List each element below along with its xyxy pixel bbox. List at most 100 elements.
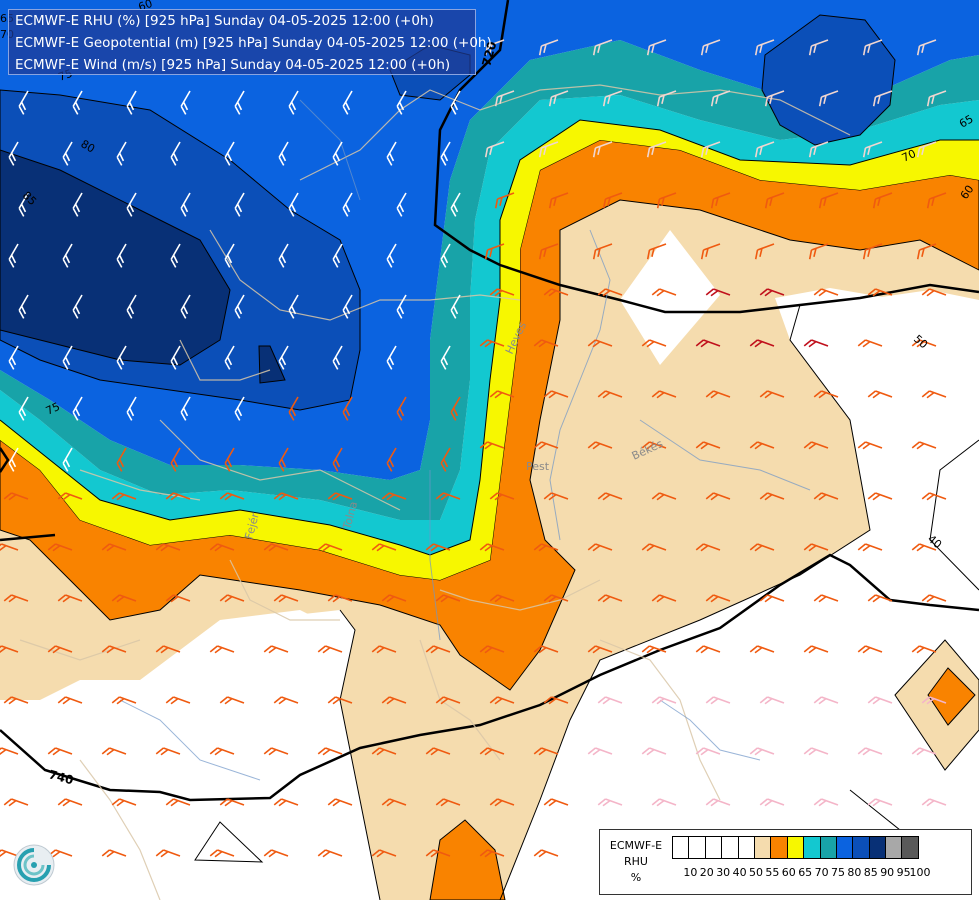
wind-barb-icon bbox=[754, 39, 775, 56]
wind-barb-icon bbox=[386, 345, 397, 370]
wind-barb-icon bbox=[62, 447, 73, 472]
wind-barbs bbox=[0, 39, 947, 858]
legend-title-model: ECMWF-E bbox=[609, 839, 663, 852]
wind-barb-icon bbox=[587, 543, 613, 552]
legend-tick-label: 20 bbox=[699, 866, 714, 879]
wind-barb-icon bbox=[18, 294, 29, 319]
legend-swatch bbox=[786, 836, 805, 859]
wind-barb-icon bbox=[813, 798, 839, 807]
wind-barb-icon bbox=[533, 543, 559, 552]
wind-barb-icon bbox=[705, 288, 731, 297]
geopotential-line-left bbox=[0, 447, 56, 542]
wind-barb-icon bbox=[116, 345, 127, 370]
wind-barb-icon bbox=[857, 543, 883, 552]
wind-barb-icon bbox=[396, 396, 407, 421]
wind-barb-icon bbox=[219, 696, 245, 705]
wind-barb-icon bbox=[116, 243, 127, 268]
wind-barb-icon bbox=[273, 696, 299, 705]
wind-barb-icon bbox=[808, 243, 829, 260]
wind-barb-icon bbox=[234, 396, 245, 421]
wind-barb-icon bbox=[538, 141, 559, 158]
wind-barb-icon bbox=[273, 594, 299, 603]
wind-barb-icon bbox=[479, 441, 505, 450]
legend-swatch bbox=[688, 836, 706, 859]
wind-barb-icon bbox=[0, 747, 19, 756]
wind-barb-icon bbox=[921, 288, 947, 297]
wind-barb-icon bbox=[371, 645, 397, 654]
wind-barb-icon bbox=[332, 243, 343, 268]
wind-barb-icon bbox=[911, 543, 937, 552]
wind-barb-icon bbox=[425, 543, 451, 552]
wind-barb-icon bbox=[695, 441, 721, 450]
wind-barb-icon bbox=[425, 849, 451, 858]
wind-barb-icon bbox=[587, 339, 613, 348]
wind-barb-icon bbox=[234, 90, 245, 115]
wind-barb-icon bbox=[705, 798, 731, 807]
wind-barb-icon bbox=[450, 90, 461, 115]
wind-barb-icon bbox=[867, 696, 893, 705]
legend-tick-label: 100 bbox=[909, 866, 931, 879]
wind-barb-icon bbox=[288, 90, 299, 115]
legend-tick-label: 85 bbox=[863, 866, 878, 879]
wind-barb-icon bbox=[759, 288, 785, 297]
wind-barb-icon bbox=[538, 243, 559, 260]
wind-barb-icon bbox=[803, 747, 829, 756]
wind-barb-icon bbox=[759, 798, 785, 807]
wind-barb-icon bbox=[479, 645, 505, 654]
wind-barb-icon bbox=[165, 594, 191, 603]
wind-barb-icon bbox=[533, 849, 559, 858]
rhu-label-70-right: 70 bbox=[900, 147, 918, 165]
wind-barb-icon bbox=[327, 696, 353, 705]
wind-barb-icon bbox=[759, 696, 785, 705]
wind-barb-icon bbox=[126, 396, 137, 421]
wind-barb-icon bbox=[911, 441, 937, 450]
wind-barb-icon bbox=[3, 798, 29, 807]
wind-barb-icon bbox=[224, 141, 235, 166]
wind-barb-icon bbox=[921, 390, 947, 399]
wind-barb-icon bbox=[705, 696, 731, 705]
wind-barb-icon bbox=[867, 390, 893, 399]
wind-barb-icon bbox=[533, 441, 559, 450]
wind-barb-icon bbox=[700, 39, 721, 56]
wind-barb-icon bbox=[489, 492, 515, 501]
wind-barb-icon bbox=[440, 447, 451, 472]
wind-barb-icon bbox=[209, 849, 235, 858]
wind-barb-icon bbox=[435, 492, 461, 501]
wind-barb-icon bbox=[862, 39, 883, 56]
wind-barb-icon bbox=[484, 141, 505, 158]
legend-swatch bbox=[672, 836, 690, 859]
wind-barb-icon bbox=[926, 192, 947, 209]
wind-barb-icon bbox=[317, 543, 343, 552]
wind-barb-icon bbox=[813, 594, 839, 603]
wind-barb-icon bbox=[396, 294, 407, 319]
wind-barb-icon bbox=[381, 594, 407, 603]
wind-barb-icon bbox=[479, 339, 505, 348]
wind-barb-icon bbox=[911, 339, 937, 348]
wind-barb-icon bbox=[926, 90, 947, 107]
wind-barb-icon bbox=[425, 747, 451, 756]
wind-barb-icon bbox=[180, 396, 191, 421]
rhu-band-70-75 bbox=[0, 40, 979, 520]
wind-barb-icon bbox=[749, 543, 775, 552]
wind-barb-icon bbox=[170, 345, 181, 370]
wind-barb-icon bbox=[641, 747, 667, 756]
wind-barb-icon bbox=[116, 447, 127, 472]
legend-title-unit: % bbox=[630, 871, 642, 884]
wind-barb-icon bbox=[8, 243, 19, 268]
wind-barb-icon bbox=[47, 543, 73, 552]
wind-barb-icon bbox=[0, 849, 19, 858]
wind-barb-icon bbox=[381, 696, 407, 705]
wind-barb-icon bbox=[263, 849, 289, 858]
wind-barb-icon bbox=[170, 141, 181, 166]
wind-barb-icon bbox=[592, 243, 613, 260]
legend-swatch bbox=[835, 836, 854, 859]
wind-barb-icon bbox=[8, 447, 19, 472]
wind-barb-icon bbox=[18, 396, 29, 421]
wind-barb-icon bbox=[489, 390, 515, 399]
geo-label-720: 720 bbox=[479, 40, 499, 68]
wind-barb-icon bbox=[548, 90, 569, 107]
map-title-box: ECMWF-E RHU (%) [925 hPa] Sunday 04-05-2… bbox=[8, 9, 492, 75]
wind-barb-icon bbox=[170, 447, 181, 472]
wind-barb-icon bbox=[273, 492, 299, 501]
wind-barb-icon bbox=[3, 696, 29, 705]
